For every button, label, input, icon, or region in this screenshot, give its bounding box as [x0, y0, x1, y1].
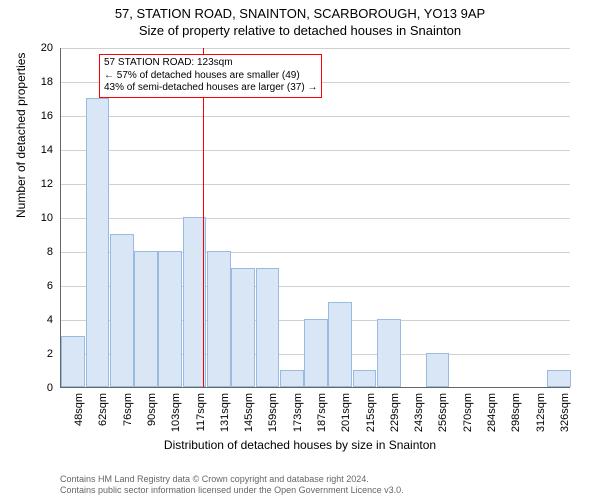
- x-tick-label: 76sqm: [122, 393, 134, 426]
- x-tick-label: 173sqm: [292, 393, 304, 432]
- grid-line: [61, 116, 570, 117]
- x-tick-label: 256sqm: [437, 393, 449, 432]
- reference-line: [203, 48, 204, 387]
- annotation-line: 43% of semi-detached houses are larger (…: [104, 82, 317, 95]
- grid-line: [61, 184, 570, 185]
- histogram-bar: [256, 268, 280, 387]
- annotation-box: 57 STATION ROAD: 123sqm← 57% of detached…: [99, 54, 322, 98]
- y-tick-label: 14: [41, 144, 53, 156]
- x-tick-label: 298sqm: [510, 393, 522, 432]
- x-tick-label: 131sqm: [219, 393, 231, 432]
- x-tick-label: 243sqm: [413, 393, 425, 432]
- y-tick-label: 2: [47, 348, 53, 360]
- x-tick-label: 201sqm: [340, 393, 352, 432]
- y-tick-label: 18: [41, 76, 53, 88]
- chart-title-block: 57, STATION ROAD, SNAINTON, SCARBOROUGH,…: [0, 0, 600, 40]
- x-tick-label: 270sqm: [462, 393, 474, 432]
- y-tick-label: 10: [41, 212, 53, 224]
- y-tick-label: 4: [47, 314, 53, 326]
- x-tick-label: 312sqm: [535, 393, 547, 432]
- histogram-bar: [328, 302, 352, 387]
- y-tick-label: 16: [41, 110, 53, 122]
- histogram-bar: [280, 370, 304, 387]
- histogram-bar: [158, 251, 182, 387]
- histogram-bar: [547, 370, 571, 387]
- grid-line: [61, 48, 570, 49]
- histogram-bar: [377, 319, 401, 387]
- histogram-bar: [61, 336, 85, 387]
- x-tick-label: 284sqm: [486, 393, 498, 432]
- chart-container: 57, STATION ROAD, SNAINTON, SCARBOROUGH,…: [0, 0, 600, 500]
- grid-line: [61, 218, 570, 219]
- x-tick-label: 90sqm: [146, 393, 158, 426]
- x-tick-label: 62sqm: [97, 393, 109, 426]
- y-tick-label: 8: [47, 246, 53, 258]
- footer-line2: Contains public sector information licen…: [60, 485, 404, 496]
- x-tick-label: 103sqm: [170, 393, 182, 432]
- x-tick-label: 48sqm: [73, 393, 85, 426]
- y-tick-label: 20: [41, 42, 53, 54]
- y-axis-label: Number of detached properties: [14, 53, 28, 218]
- y-tick-label: 6: [47, 280, 53, 292]
- histogram-bar: [207, 251, 231, 387]
- x-tick-label: 215sqm: [365, 393, 377, 432]
- x-tick-label: 187sqm: [316, 393, 328, 432]
- x-tick-label: 326sqm: [559, 393, 571, 432]
- histogram-bar: [304, 319, 328, 387]
- histogram-bar: [86, 98, 110, 387]
- histogram-bar: [110, 234, 134, 387]
- x-tick-label: 229sqm: [389, 393, 401, 432]
- annotation-line: 57 STATION ROAD: 123sqm: [104, 57, 317, 70]
- chart-title-line2: Size of property relative to detached ho…: [0, 23, 600, 40]
- y-tick-label: 12: [41, 178, 53, 190]
- histogram-bar: [426, 353, 450, 387]
- histogram-bar: [134, 251, 158, 387]
- histogram-bar: [353, 370, 377, 387]
- chart-title-line1: 57, STATION ROAD, SNAINTON, SCARBOROUGH,…: [0, 6, 600, 23]
- annotation-line: ← 57% of detached houses are smaller (49…: [104, 70, 317, 83]
- x-axis-label: Distribution of detached houses by size …: [0, 438, 600, 452]
- y-tick-label: 0: [47, 382, 53, 394]
- x-tick-label: 117sqm: [195, 393, 207, 431]
- histogram-bar: [231, 268, 255, 387]
- footer-line1: Contains HM Land Registry data © Crown c…: [60, 474, 404, 485]
- grid-line: [61, 150, 570, 151]
- plot-area: 0246810121416182048sqm62sqm76sqm90sqm103…: [60, 48, 570, 388]
- footer-attribution: Contains HM Land Registry data © Crown c…: [60, 474, 404, 497]
- x-tick-label: 159sqm: [267, 393, 279, 432]
- x-tick-label: 145sqm: [243, 393, 255, 432]
